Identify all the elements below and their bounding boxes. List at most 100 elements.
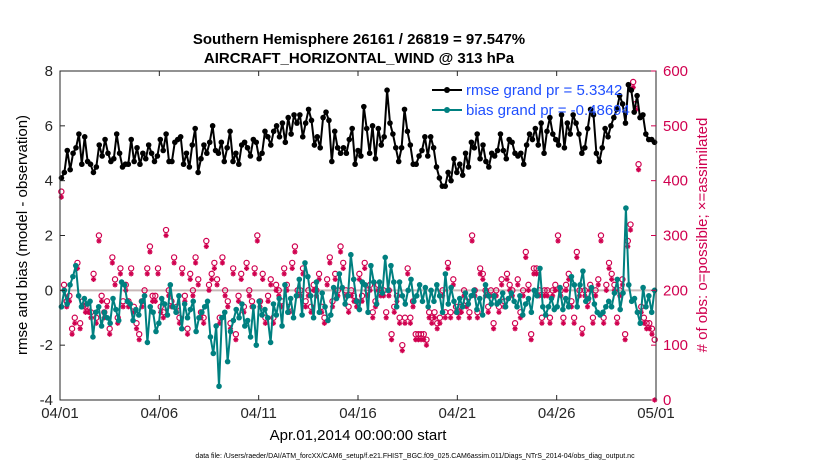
obs-assimilated-point xyxy=(563,287,569,293)
rmse-point xyxy=(134,144,140,151)
obs-assimilated-point xyxy=(386,293,392,299)
obs-assimilated-point xyxy=(499,282,505,288)
obs-assimilated-point xyxy=(163,232,169,239)
bias-point xyxy=(130,317,136,324)
obs-possible-point xyxy=(603,281,610,289)
bias-point xyxy=(110,295,116,302)
rmse-point xyxy=(305,106,312,113)
obs-assimilated-stroke xyxy=(512,326,518,331)
bias-point xyxy=(428,287,434,294)
rmse-point xyxy=(587,106,594,113)
rmse-point xyxy=(64,147,71,154)
bias-point xyxy=(637,320,644,327)
obs-assimilated-point xyxy=(209,276,215,282)
bias-point xyxy=(617,306,623,313)
bias-point xyxy=(379,290,386,296)
rmse-point xyxy=(329,158,335,165)
bias-point xyxy=(98,323,105,329)
obs-assimilated-point xyxy=(555,238,561,244)
obs-possible-point xyxy=(552,281,559,289)
obs-assimilated-point xyxy=(402,320,408,326)
bias-point xyxy=(442,271,449,277)
obs-possible-point xyxy=(570,314,578,321)
obs-possible-point xyxy=(627,221,634,228)
rmse-point xyxy=(331,128,338,135)
obs-assimilated-stroke xyxy=(400,348,405,353)
obs-assimilated-stroke xyxy=(190,293,196,299)
obs-assimilated-stroke xyxy=(346,309,351,315)
bias-point xyxy=(58,303,65,310)
bias-point xyxy=(634,309,641,316)
rmse-point xyxy=(523,142,530,148)
rmse-point xyxy=(340,144,347,151)
rmse-point xyxy=(398,144,405,151)
obs-assimilated-stroke xyxy=(311,288,316,293)
obs-assimilated-stroke xyxy=(421,337,427,342)
obs-possible-point xyxy=(498,276,505,283)
obs-assimilated-point xyxy=(268,282,274,288)
bias-point xyxy=(525,295,532,302)
obs-possible-point xyxy=(407,314,414,321)
obs-assimilated-stroke xyxy=(555,238,561,244)
bias-point xyxy=(290,314,297,321)
obs-assimilated-stroke xyxy=(544,293,550,299)
obs-assimilated-point xyxy=(69,331,75,337)
rmse-point xyxy=(477,155,483,162)
bias-point xyxy=(416,282,423,288)
bias-point xyxy=(591,301,598,307)
obs-possible-point xyxy=(597,232,605,239)
rmse-point xyxy=(96,142,103,148)
bias-point xyxy=(224,358,231,365)
bias-point xyxy=(565,303,572,310)
obs-assimilated-point xyxy=(383,315,389,321)
rmse-point xyxy=(61,169,68,176)
obs-possible-point xyxy=(203,237,210,245)
obs-possible-point xyxy=(525,281,532,289)
obs-possible-point xyxy=(326,254,334,261)
rmse-point xyxy=(436,175,443,181)
bias-point xyxy=(227,328,234,335)
obs-possible-point xyxy=(519,287,527,294)
obs-assimilated-point xyxy=(337,249,344,255)
rmse-point xyxy=(215,150,222,157)
obs-assimilated-point xyxy=(195,282,201,288)
bias-point xyxy=(542,312,549,318)
bias-point xyxy=(422,284,429,291)
bias-point xyxy=(230,317,237,324)
obs-assimilated-point xyxy=(292,249,298,255)
obs-assimilated-point xyxy=(303,304,309,310)
y-axis-label: rmse and bias (model - observation) xyxy=(14,115,31,355)
obs-possible-point xyxy=(205,281,213,289)
rmse-point xyxy=(157,136,164,143)
rmse-point xyxy=(483,158,489,165)
obs-assimilated-stroke xyxy=(104,304,110,310)
bias-point xyxy=(373,301,380,307)
obs-assimilated-stroke xyxy=(134,326,139,331)
rmse-point xyxy=(177,134,184,140)
rmse-point xyxy=(262,128,268,135)
obs-possible-point xyxy=(573,248,581,256)
obs-assimilated-stroke xyxy=(230,271,236,277)
rmse-point xyxy=(564,120,571,126)
obs-assimilated-stroke xyxy=(574,255,580,260)
obs-assimilated-stroke xyxy=(386,293,392,299)
rmse-point xyxy=(392,144,399,151)
rmse-point xyxy=(433,164,440,170)
obs-assimilated-point xyxy=(603,287,609,293)
obs-assimilated-point xyxy=(445,265,451,271)
obs-possible-point xyxy=(251,265,258,272)
obs-possible-point xyxy=(476,265,484,272)
chart-subtitle: AIRCRAFT_HORIZONTAL_WIND @ 313 hPa xyxy=(204,50,515,67)
obs-possible-point xyxy=(221,287,229,294)
bias-point xyxy=(439,309,446,316)
bias-point xyxy=(70,273,76,280)
bias-point xyxy=(264,314,271,321)
obs-assimilated-stroke xyxy=(553,288,558,293)
obs-assimilated-stroke xyxy=(601,320,606,326)
bias-point xyxy=(345,293,351,299)
bias-point xyxy=(643,303,649,310)
obs-possible-point xyxy=(106,325,113,332)
bias-point xyxy=(362,282,368,288)
bias-point xyxy=(247,334,254,340)
obs-possible-point xyxy=(431,309,438,316)
